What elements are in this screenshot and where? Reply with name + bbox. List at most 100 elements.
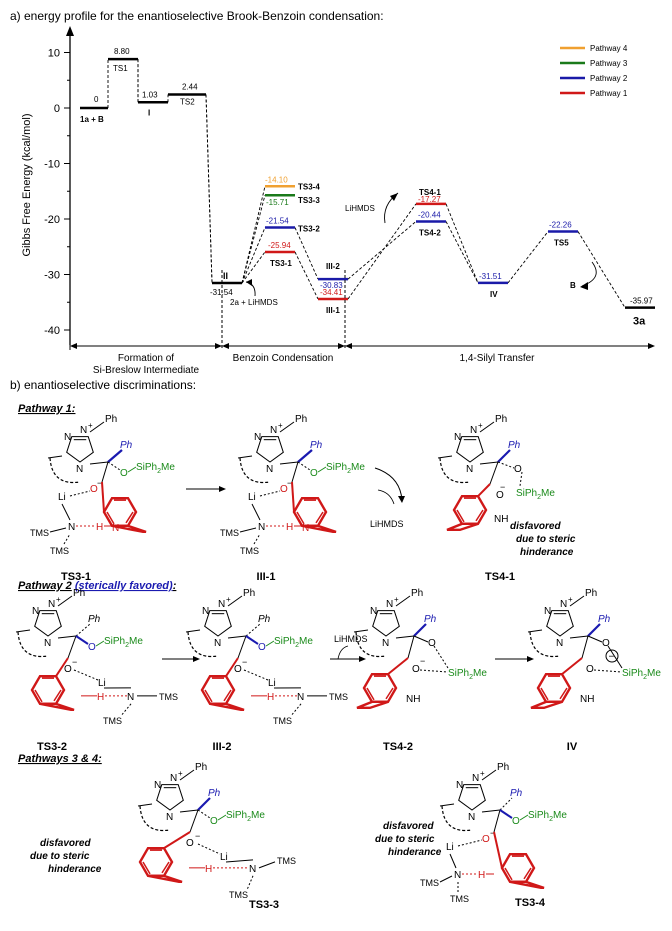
level-label: TS1 [113,64,128,73]
bond [408,636,414,658]
connector [295,252,318,299]
level-label: TS4-2 [419,228,441,237]
charge-plus: + [226,595,231,604]
atom-n: N [270,425,277,436]
pathway1-title: Pathway 1: [18,403,76,415]
disfavored-text: due to steric [516,534,576,545]
indole-pyrrole [148,876,182,882]
atom-li: Li [268,678,276,689]
atom-n: N [76,464,83,475]
indole-benzene [32,676,64,704]
siph2me-b: Me [553,810,567,821]
charge-plus: + [278,421,283,430]
indole-benzene [104,498,136,526]
ph-label: Ph [497,762,509,773]
charge-plus: + [394,595,399,604]
connector [242,195,265,283]
y-ticks: 100-10-20-30-40 [44,48,70,338]
charge-plus: + [178,769,183,778]
region-2-label: Benzoin Condensation [233,353,334,364]
siph2me-label: SiPh2Me [104,636,143,649]
note-lihmds-down: 2a + LiHMDS [230,298,278,307]
level-value: -15.71 [266,198,289,207]
connector [508,232,548,283]
connector [242,186,265,283]
arrow-p2-2b [338,646,348,659]
ph-label: Ph [88,614,101,625]
charge-minus: − [500,482,505,492]
ph-label: Ph [105,414,117,425]
indole-pyrrole [40,704,74,710]
bond [396,636,414,638]
disfavored-text: disfavored [383,821,434,832]
indole-benzene [502,854,534,882]
methyl-bond [438,456,452,458]
level-value: 2.44 [182,82,198,91]
bond [498,450,510,462]
atom-n: N [266,464,273,475]
arrowhead-p1-2 [398,496,405,503]
legend-entry: Pathway 4 [590,44,628,53]
bond [246,636,258,644]
indole-benzene [202,676,234,704]
atom-n: N [468,812,475,823]
siph2me-a: SiPh [104,636,125,647]
disfavored-text: hinderance [48,864,102,875]
atom-o: O [586,664,594,675]
atom-o: O [412,664,420,675]
tms: TMS [329,692,348,702]
tms: TMS [220,528,239,538]
atom-li: Li [248,492,256,503]
charge-minus: − [195,831,200,841]
bond [70,491,90,496]
siph2me-label: SiPh2Me [326,462,365,475]
siph2me-label: SiPh2Me [622,668,661,681]
ph-label: Ph [310,440,323,451]
methyl-bond [16,630,30,632]
bond [228,636,246,638]
atom-n: N [127,692,134,703]
level-label: TS5 [554,239,569,248]
bond [128,467,136,472]
y-axis-arrow [66,26,74,36]
atom-n: N [202,606,209,617]
indole-benzene [294,498,326,526]
ph-label: Ph [73,588,85,599]
connector-drop [206,94,212,283]
ph-label: Ph [243,588,255,599]
connector [446,204,478,283]
bond [420,670,448,672]
level-label: II [223,271,228,281]
bond [494,832,502,868]
bond [198,844,220,854]
atom-n: N [44,638,51,649]
bond [414,624,426,636]
indole-benzene [364,674,396,702]
charge-plus: + [480,769,485,778]
bond [440,876,452,882]
bond [588,636,602,642]
siph2me-label: SiPh2Me [448,668,487,681]
disfavored-text: disfavored [510,521,561,532]
atom-o: O [258,642,266,653]
siph2me-a: SiPh [274,636,295,647]
atom-n: N [218,599,225,610]
connector [578,232,625,308]
arrowhead-lihmds-down [246,279,252,286]
bond [298,462,310,470]
charge-minus: − [72,657,77,667]
atom-li: Li [446,842,454,853]
level-label: III-2 [326,262,340,271]
methyl-bond [48,456,62,458]
region-2-arrow-right [338,343,345,349]
p1-lihmds: LiHMDS [370,519,404,529]
bond [68,636,76,658]
atom-h: H [267,692,274,703]
indole-benzene [454,496,486,524]
connector [446,221,478,282]
pathway2-title: Pathway 2 (sterically favored): [18,580,177,592]
bond [121,704,131,716]
siph2me-a: SiPh [226,810,247,821]
siph2me-label: SiPh2Me [274,636,313,649]
